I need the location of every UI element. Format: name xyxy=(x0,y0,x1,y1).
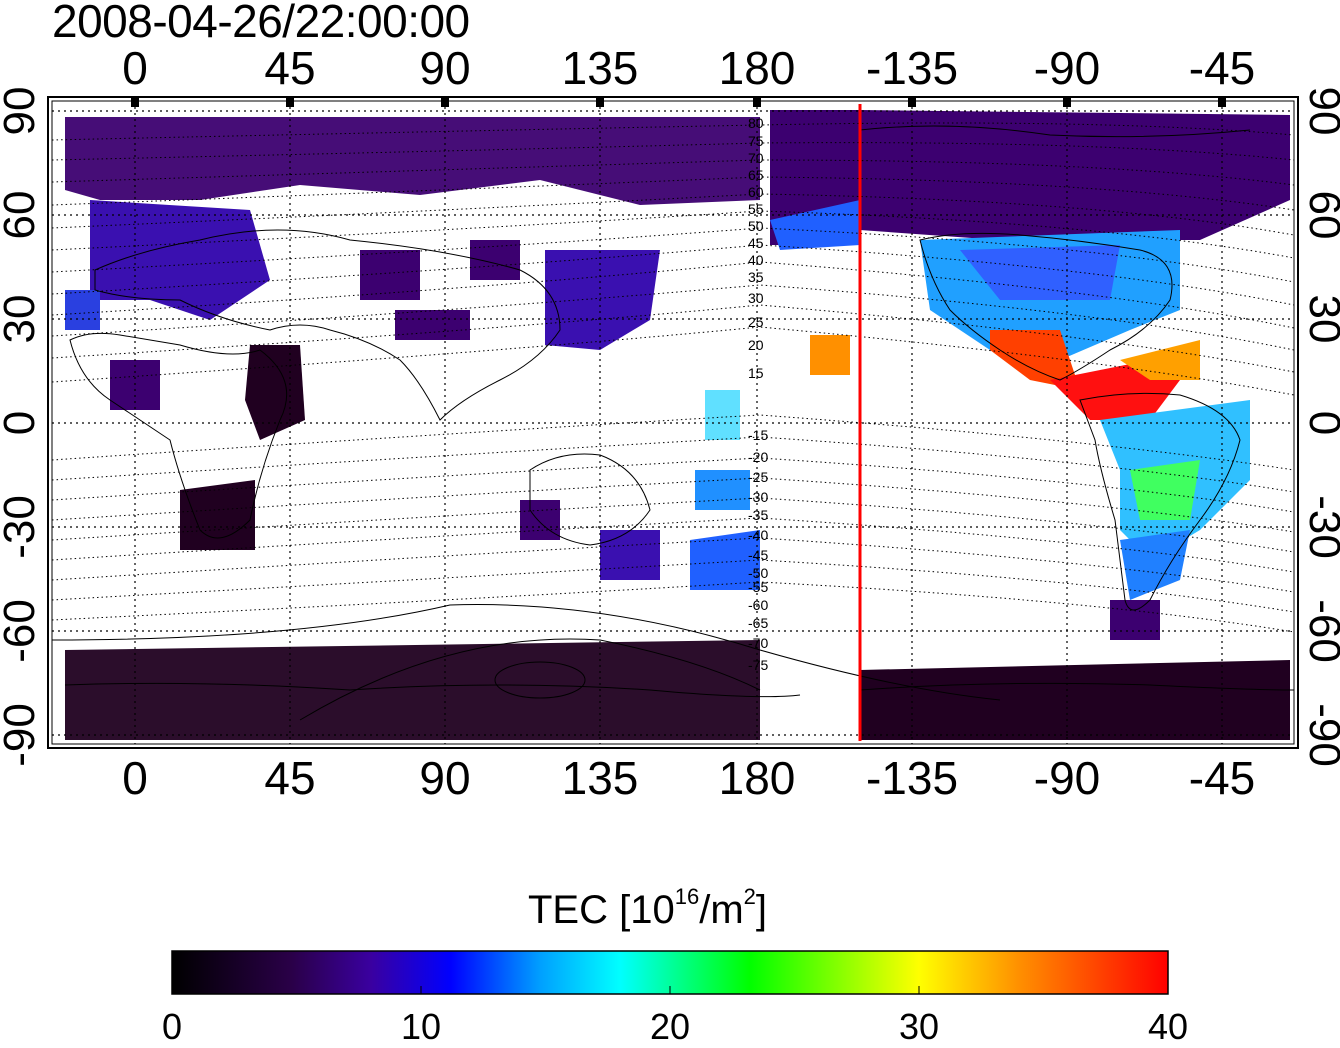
contour-label: -30 xyxy=(748,489,768,505)
right-lat-label: 90 xyxy=(1300,87,1340,136)
contour-label: -50 xyxy=(748,565,768,581)
magnetic-contours xyxy=(52,122,1294,633)
contour-label: 60 xyxy=(748,184,764,200)
contour-label: -75 xyxy=(748,657,768,673)
top-lon-label: -45 xyxy=(1189,42,1255,94)
contour-label: -70 xyxy=(748,635,768,651)
colorbar-tick-label: 10 xyxy=(400,1006,442,1047)
left-latitude-labels: 90 60 30 0 -30 -60 -90 xyxy=(0,87,44,767)
bottom-lon-label: -45 xyxy=(1189,752,1255,804)
contour-label: -55 xyxy=(748,579,768,595)
colorbar-title: TEC [1016/m2] xyxy=(528,884,768,932)
contour-label: 45 xyxy=(748,235,764,251)
contour-label: -25 xyxy=(748,469,768,485)
contour-label: 75 xyxy=(748,133,764,149)
contour-label: 25 xyxy=(748,314,764,330)
contour-label: 30 xyxy=(748,290,764,306)
colorbar-tick-label: 0 xyxy=(161,1006,183,1047)
top-lon-label: -135 xyxy=(866,42,958,94)
contour-label: -20 xyxy=(748,449,768,465)
left-lat-label: -30 xyxy=(0,495,44,559)
bottom-lon-label: -135 xyxy=(866,752,958,804)
left-lat-label: 30 xyxy=(0,295,44,344)
contour-label: -60 xyxy=(748,597,768,613)
contour-label: -65 xyxy=(748,615,768,631)
left-lat-label: -90 xyxy=(0,703,44,767)
bottom-lon-label: 90 xyxy=(419,752,470,804)
coastlines xyxy=(64,125,1294,698)
bottom-lon-label: -90 xyxy=(1034,752,1100,804)
top-lon-label: 90 xyxy=(419,42,470,94)
contour-label: -15 xyxy=(748,427,768,443)
colorbar-tick-label: 20 xyxy=(649,1006,691,1047)
contour-label: 40 xyxy=(748,252,764,268)
right-lat-label: 30 xyxy=(1300,295,1340,344)
left-lat-label: -60 xyxy=(0,599,44,663)
right-lat-label: 60 xyxy=(1300,191,1340,240)
top-lon-label: 45 xyxy=(264,42,315,94)
left-lat-label: 60 xyxy=(0,191,44,240)
bottom-lon-label: 0 xyxy=(122,752,148,804)
contour-label: 15 xyxy=(748,365,764,381)
contour-label: 65 xyxy=(748,167,764,183)
top-lon-label: -90 xyxy=(1034,42,1100,94)
contour-label: 80 xyxy=(748,115,764,131)
top-lon-label: 135 xyxy=(562,42,639,94)
contour-label: -45 xyxy=(748,547,768,563)
plot-frame xyxy=(47,96,1299,749)
map-title: 2008-04-26/22:00:00 xyxy=(52,0,470,47)
contour-label: 50 xyxy=(748,218,764,234)
right-lat-label: -60 xyxy=(1300,599,1340,663)
right-latitude-labels: 90 60 30 0 -30 -60 -90 xyxy=(1300,87,1340,767)
tec-data-layer xyxy=(65,110,1290,740)
left-lat-label: 0 xyxy=(0,411,44,435)
right-lat-label: 0 xyxy=(1300,411,1340,435)
colorbar-tick-label: 40 xyxy=(1147,1006,1189,1047)
bottom-lon-label: 180 xyxy=(719,752,796,804)
colorbar-tick-label: 30 xyxy=(898,1006,940,1047)
top-lon-label: 0 xyxy=(122,42,148,94)
top-lon-label: 180 xyxy=(719,42,796,94)
top-longitude-labels: 0 45 90 135 180 -135 -90 -45 xyxy=(122,42,1255,94)
contour-label: 70 xyxy=(748,150,764,166)
right-lat-label: -90 xyxy=(1300,703,1340,767)
contour-label: -35 xyxy=(748,507,768,523)
contour-label: 55 xyxy=(748,201,764,217)
right-lat-label: -30 xyxy=(1300,495,1340,559)
contour-label: 35 xyxy=(748,269,764,285)
left-lat-label: 90 xyxy=(0,87,44,136)
bottom-longitude-labels: 0 45 90 135 180 -135 -90 -45 xyxy=(122,752,1255,804)
contour-label: 20 xyxy=(748,337,764,353)
bottom-lon-label: 45 xyxy=(264,752,315,804)
bottom-lon-label: 135 xyxy=(562,752,639,804)
contour-label: -40 xyxy=(748,527,768,543)
